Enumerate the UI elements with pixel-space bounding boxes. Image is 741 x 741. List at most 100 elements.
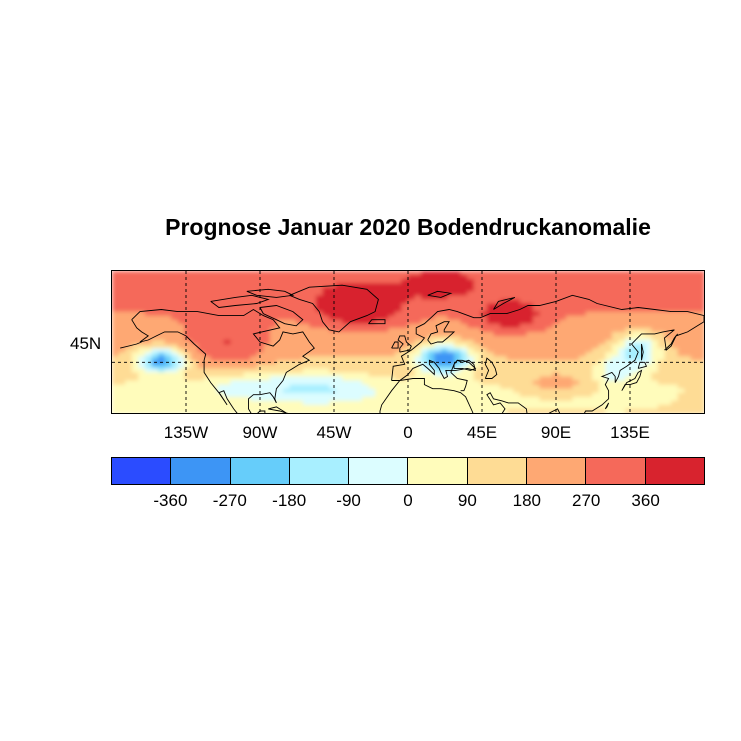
anomaly-cell bbox=[322, 307, 330, 313]
anomaly-cell bbox=[158, 287, 166, 293]
anomaly-cell bbox=[664, 311, 672, 317]
anomaly-cell bbox=[572, 335, 580, 341]
anomaly-cell bbox=[289, 331, 297, 337]
anomaly-cell bbox=[322, 319, 330, 325]
anomaly-cell bbox=[335, 303, 344, 309]
anomaly-cell bbox=[269, 331, 278, 337]
anomaly-cell bbox=[408, 372, 416, 378]
anomaly-cell bbox=[204, 295, 212, 301]
anomaly-cell bbox=[611, 348, 620, 353]
anomaly-cell bbox=[434, 307, 442, 313]
anomaly-cell bbox=[421, 352, 429, 357]
anomaly-cell bbox=[355, 291, 363, 297]
anomaly-cell bbox=[355, 356, 363, 362]
anomaly-cell bbox=[269, 348, 278, 353]
anomaly-cell bbox=[394, 372, 403, 378]
anomaly-cell bbox=[480, 283, 488, 289]
anomaly-cell bbox=[440, 299, 449, 305]
anomaly-cell bbox=[263, 307, 271, 313]
anomaly-cell bbox=[638, 400, 646, 406]
anomaly-cell bbox=[388, 392, 396, 398]
anomaly-cell bbox=[348, 331, 357, 337]
anomaly-cell bbox=[671, 404, 679, 410]
anomaly-cell bbox=[625, 368, 633, 374]
anomaly-cell bbox=[539, 311, 547, 317]
anomaly-cell bbox=[118, 275, 126, 280]
coastline bbox=[493, 296, 516, 310]
anomaly-cell bbox=[526, 392, 534, 398]
anomaly-cell bbox=[368, 384, 376, 390]
anomaly-cell bbox=[361, 344, 370, 349]
anomaly-cell bbox=[112, 315, 120, 321]
anomaly-cell bbox=[375, 384, 383, 390]
anomaly-cell bbox=[118, 295, 126, 301]
anomaly-cell bbox=[592, 295, 600, 301]
anomaly-cell bbox=[460, 388, 468, 394]
anomaly-cell bbox=[618, 331, 626, 337]
anomaly-cell bbox=[625, 327, 633, 333]
anomaly-cell bbox=[204, 372, 212, 378]
anomaly-cell bbox=[605, 303, 613, 309]
anomaly-cell bbox=[223, 275, 232, 280]
anomaly-cell bbox=[526, 275, 534, 280]
anomaly-cell bbox=[309, 331, 317, 337]
anomaly-cell bbox=[585, 376, 593, 382]
anomaly-cell bbox=[315, 335, 324, 341]
anomaly-cell bbox=[579, 392, 587, 398]
anomaly-cell bbox=[447, 275, 455, 280]
anomaly-cell bbox=[322, 275, 330, 280]
anomaly-cell bbox=[138, 299, 146, 305]
anomaly-cell bbox=[250, 315, 258, 321]
anomaly-cell bbox=[519, 360, 528, 366]
anomaly-cell bbox=[618, 364, 626, 370]
anomaly-cell bbox=[355, 307, 363, 313]
anomaly-cell bbox=[486, 368, 495, 374]
anomaly-cell bbox=[289, 283, 297, 289]
anomaly-cell bbox=[348, 388, 357, 394]
anomaly-cell bbox=[171, 299, 179, 305]
anomaly-cell bbox=[664, 360, 672, 366]
anomaly-cell bbox=[532, 319, 541, 325]
anomaly-cell bbox=[296, 271, 304, 276]
anomaly-cell bbox=[112, 348, 120, 353]
anomaly-cell bbox=[565, 279, 574, 284]
anomaly-cell bbox=[506, 356, 515, 362]
anomaly-cell bbox=[289, 348, 297, 353]
anomaly-cell bbox=[355, 311, 363, 317]
anomaly-cell bbox=[408, 327, 416, 333]
anomaly-cell bbox=[230, 279, 238, 284]
anomaly-cell bbox=[618, 327, 626, 333]
anomaly-cell bbox=[506, 295, 515, 301]
anomaly-cell bbox=[309, 283, 317, 289]
anomaly-cell bbox=[631, 339, 640, 345]
anomaly-cell bbox=[243, 388, 251, 394]
anomaly-cell bbox=[361, 319, 370, 325]
anomaly-cell bbox=[125, 372, 133, 378]
anomaly-cell bbox=[467, 356, 475, 362]
coastline bbox=[131, 308, 315, 413]
anomaly-cell bbox=[677, 388, 686, 394]
anomaly-cell bbox=[322, 295, 330, 301]
anomaly-cell bbox=[697, 279, 704, 284]
anomaly-cell bbox=[138, 376, 146, 382]
anomaly-cell bbox=[592, 283, 600, 289]
anomaly-cell bbox=[572, 299, 580, 305]
anomaly-cell bbox=[611, 327, 620, 333]
anomaly-cell bbox=[598, 271, 607, 276]
anomaly-cell bbox=[447, 408, 455, 413]
anomaly-cell bbox=[598, 307, 607, 313]
anomaly-cell bbox=[579, 275, 587, 280]
anomaly-cell bbox=[657, 311, 666, 317]
anomaly-cell bbox=[263, 279, 271, 284]
anomaly-cell bbox=[572, 295, 580, 301]
anomaly-cell bbox=[210, 315, 219, 321]
anomaly-cell bbox=[138, 307, 146, 313]
anomaly-cell bbox=[283, 396, 291, 402]
anomaly-cell bbox=[112, 408, 120, 413]
anomaly-cell bbox=[138, 295, 146, 301]
anomaly-cell bbox=[263, 348, 271, 353]
anomaly-cell bbox=[125, 388, 133, 394]
anomaly-cell bbox=[236, 356, 245, 362]
anomaly-cell bbox=[572, 271, 580, 276]
anomaly-cell bbox=[579, 335, 587, 341]
